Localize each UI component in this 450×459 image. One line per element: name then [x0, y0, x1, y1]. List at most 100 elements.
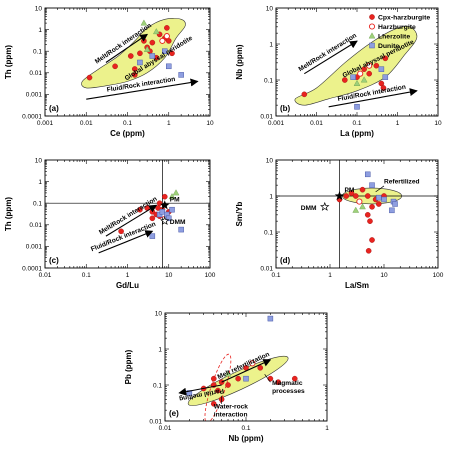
- y-tick-label: 1: [269, 193, 273, 200]
- dunite-point: [354, 104, 360, 110]
- legend: Cpx-harzburgite Harzburgite Lherzolite Duni…: [368, 14, 430, 50]
- dunite-point: [350, 74, 356, 80]
- dunite-point: [186, 390, 193, 396]
- x-tick-label: 0.01: [159, 425, 172, 432]
- y-tick-label: 1: [38, 179, 42, 186]
- lherzolite-point: [168, 193, 176, 200]
- arrow-1: [328, 88, 418, 108]
- dunite-point: [267, 315, 274, 322]
- dunite-point: [369, 42, 375, 49]
- x-tick-label: 0.01: [80, 120, 93, 127]
- y-tick-label: 0.0001: [22, 113, 42, 120]
- leader-line: [375, 185, 385, 193]
- dunite-point: [149, 53, 156, 59]
- harzburgite-point: [159, 37, 166, 44]
- legend-item-label: Harzburgite: [378, 24, 416, 31]
- cpx-harzburgite-point: [210, 401, 217, 407]
- cpx-harzburgite-point: [141, 38, 147, 44]
- x-tick-label: 10: [380, 272, 388, 279]
- y-tick-label: 0.01: [149, 418, 162, 425]
- cpx-harzburgite-point: [149, 215, 156, 222]
- cpx-harzburgite-point: [373, 62, 380, 69]
- cpx-harzburgite-point: [137, 206, 143, 213]
- x-tick-label: 0.01: [39, 272, 52, 279]
- cpx-harzburgite-point: [164, 25, 170, 31]
- y-tick-label: 1: [269, 41, 273, 48]
- x-tick-label: 1: [328, 272, 332, 279]
- x-tick-label: 1: [167, 120, 171, 127]
- x-tick-label: 0.001: [268, 120, 285, 127]
- cpx-harzburgite-point: [86, 74, 93, 81]
- cpx-harzburgite-point: [365, 248, 372, 254]
- x-tick-label: 10: [434, 120, 442, 127]
- cpx-harzburgite-point: [225, 382, 231, 388]
- y-tick-label: 10: [155, 310, 163, 317]
- dunite-point: [392, 201, 398, 207]
- partial-melting-field: [204, 353, 232, 421]
- y-tick-label: 0.1: [264, 77, 273, 84]
- cpx-harzburgite-point: [131, 72, 138, 78]
- harzburgite-point: [249, 360, 256, 367]
- lherzolite-point: [360, 76, 368, 83]
- cpx-harzburgite-point: [359, 186, 366, 193]
- cpx-harzburgite-point: [375, 201, 382, 207]
- y-axis-title: Sm/Yb: [235, 201, 244, 226]
- cpx-harzburgite-point: [131, 66, 138, 72]
- x-tick-label: 100: [205, 272, 216, 279]
- y-tick-label: 0.1: [33, 49, 42, 56]
- ref-label-dmm: DMM: [301, 205, 317, 212]
- x-tick-label: 100: [433, 272, 444, 279]
- cpx-harzburgite-point: [156, 200, 163, 206]
- dunite-point: [149, 233, 156, 239]
- cpx-harzburgite-point: [210, 375, 217, 382]
- lherzolite-point: [352, 206, 360, 213]
- y-tick-label: 1: [158, 346, 162, 353]
- cpx-harzburgite-point: [235, 375, 241, 382]
- ref-point-dmm: [320, 201, 330, 211]
- cpx-harzburgite-point: [364, 212, 371, 218]
- lherzolite-point: [143, 45, 151, 52]
- x-axis-title: La (ppm): [340, 129, 374, 138]
- cpx-harzburgite-point: [366, 70, 372, 77]
- arrow-0: [105, 204, 158, 237]
- legend-item-label: Dunite: [378, 43, 399, 50]
- dunite-point: [178, 226, 184, 233]
- cpx-harzburgite-point: [112, 63, 118, 70]
- x-tick-label: 0.1: [352, 120, 361, 127]
- dunite-point: [376, 194, 382, 201]
- x-tick-label: 0.001: [37, 120, 54, 127]
- cpx-harzburgite-point: [343, 193, 350, 199]
- arrow-1: [221, 359, 272, 383]
- dunite-point: [382, 74, 389, 80]
- ref-point-dmm: [160, 216, 170, 226]
- dunite-point: [243, 375, 249, 382]
- cpx-harzburgite-point: [215, 387, 221, 394]
- x-axis-title: Ce (ppm): [110, 129, 145, 138]
- legend-item-label: Lherzolite: [378, 34, 410, 41]
- cpx-harzburgite-point: [149, 39, 156, 46]
- y-tick-label: 0.01: [29, 222, 42, 229]
- x-tick-label: 0.1: [82, 272, 91, 279]
- x-tick-label: 10: [165, 272, 173, 279]
- dunite-point: [369, 182, 375, 188]
- plot-frame: [275, 159, 439, 269]
- dunite-point: [364, 171, 371, 178]
- cpx-harzburgite-point: [118, 228, 124, 235]
- magmatic-processes-label: Magmatic processes: [272, 380, 305, 395]
- cpx-harzburgite-point: [169, 50, 175, 57]
- y-axis-title: Nb (ppm): [235, 44, 244, 79]
- cpx-harzburgite-point: [348, 190, 355, 196]
- dunite-point: [162, 48, 168, 54]
- lherzolite-point: [172, 189, 180, 196]
- lherzolite-point: [353, 79, 361, 86]
- panel-label: (d): [280, 256, 291, 265]
- cpx-harzburgite-point: [367, 218, 373, 224]
- x-tick-label: 10: [206, 120, 214, 127]
- panel-label: (a): [49, 104, 59, 113]
- dunite-point: [378, 66, 385, 72]
- y-tick-label: 0.1: [153, 382, 162, 389]
- x-tick-label: 0.1: [241, 425, 250, 432]
- leader-line-magmatic: [264, 373, 271, 383]
